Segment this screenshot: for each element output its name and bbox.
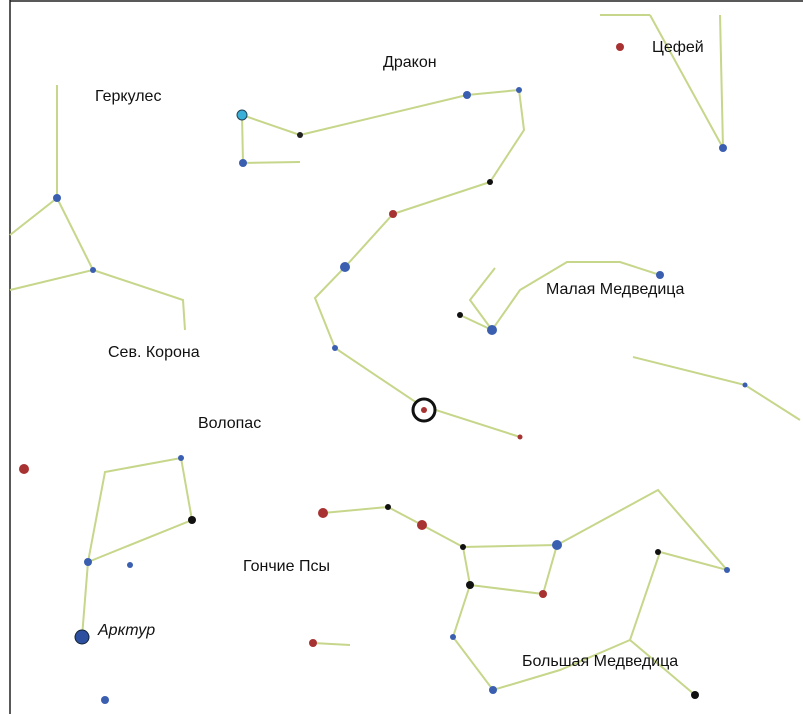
star — [616, 43, 624, 51]
label-ursa-minor: Малая Медведица — [546, 281, 684, 298]
star — [236, 109, 248, 121]
star — [178, 455, 184, 461]
star — [460, 544, 466, 550]
stars — [19, 43, 748, 704]
star — [457, 312, 463, 318]
star — [487, 325, 497, 335]
star — [655, 549, 661, 555]
star — [297, 132, 303, 138]
star — [318, 508, 328, 518]
star — [188, 516, 196, 524]
hercules-c — [92, 269, 186, 331]
star — [309, 639, 317, 647]
star — [90, 267, 96, 273]
label-hercules: Геркулес — [95, 88, 161, 105]
star — [127, 562, 133, 568]
label-draco: Дракон — [383, 54, 437, 71]
star — [517, 434, 523, 440]
draco-head — [240, 113, 301, 165]
star — [53, 194, 61, 202]
star — [489, 686, 497, 694]
star — [719, 144, 727, 152]
label-ursa-major: Большая Медведица — [522, 653, 678, 670]
star — [539, 590, 547, 598]
star — [19, 464, 29, 474]
star — [466, 581, 474, 589]
pole-marker — [411, 397, 437, 423]
star — [101, 696, 109, 704]
star — [742, 382, 748, 388]
label-canes: Гончие Псы — [243, 558, 330, 575]
star — [340, 262, 350, 272]
ursa-minor — [459, 261, 661, 332]
constellation-lines — [9, 14, 801, 696]
ursa-major-bowl — [421, 524, 559, 596]
label-bootes: Волопас — [198, 415, 261, 432]
star — [450, 634, 456, 640]
star — [516, 87, 522, 93]
star — [385, 504, 391, 510]
star — [656, 271, 664, 279]
star-arcturus — [74, 629, 90, 645]
star — [84, 558, 92, 566]
label-cepheus: Цефей — [652, 39, 704, 56]
pole-star — [421, 407, 427, 413]
star — [463, 91, 471, 99]
ursa-major-legs — [451, 584, 696, 696]
star — [417, 520, 427, 530]
star — [332, 345, 338, 351]
canes-b — [312, 642, 351, 646]
ursa-minor-b — [468, 267, 496, 331]
star — [239, 159, 247, 167]
label-corona: Сев. Корона — [108, 344, 200, 361]
bootes — [81, 456, 194, 638]
star — [724, 567, 730, 573]
star — [691, 691, 699, 699]
star — [389, 210, 397, 218]
label-arcturus: Арктур — [97, 622, 155, 639]
star — [552, 540, 562, 550]
labels: Дракон Цефей Геркулес Малая Медведица Се… — [95, 39, 704, 670]
star — [487, 179, 493, 185]
